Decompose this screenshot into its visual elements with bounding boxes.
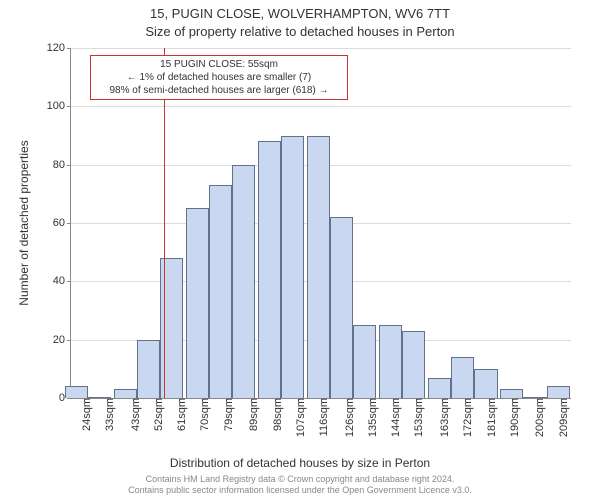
- y-tick-mark: [67, 223, 71, 224]
- chart-title-main: 15, PUGIN CLOSE, WOLVERHAMPTON, WV6 7TT: [0, 6, 600, 21]
- x-tick-label: 89sqm: [242, 398, 260, 431]
- histogram-bar: [65, 386, 88, 398]
- x-tick-label: 33sqm: [98, 398, 116, 431]
- histogram-bar: [330, 217, 353, 398]
- x-tick-label: 163sqm: [433, 398, 451, 437]
- y-tick-mark: [67, 48, 71, 49]
- x-tick-label: 153sqm: [407, 398, 425, 437]
- histogram-bar: [474, 369, 497, 398]
- histogram-bar: [281, 136, 304, 399]
- x-tick-label: 172sqm: [456, 398, 474, 437]
- y-tick-mark: [67, 106, 71, 107]
- chart-root: 15, PUGIN CLOSE, WOLVERHAMPTON, WV6 7TT …: [0, 0, 600, 500]
- histogram-bar: [547, 386, 570, 398]
- histogram-bar: [209, 185, 232, 398]
- histogram-bar: [500, 389, 523, 398]
- histogram-bar: [353, 325, 376, 398]
- chart-title-sub: Size of property relative to detached ho…: [0, 24, 600, 39]
- x-tick-label: 107sqm: [289, 398, 307, 437]
- annotation-line: 15 PUGIN CLOSE: 55sqm: [95, 58, 343, 71]
- x-tick-label: 209sqm: [552, 398, 570, 437]
- histogram-bar: [232, 165, 255, 398]
- x-tick-label: 61sqm: [170, 398, 188, 431]
- x-tick-label: 70sqm: [193, 398, 211, 431]
- x-tick-label: 200sqm: [528, 398, 546, 437]
- x-tick-label: 24sqm: [75, 398, 93, 431]
- x-tick-label: 144sqm: [384, 398, 402, 437]
- histogram-bar: [114, 389, 137, 398]
- annotation-line: 98% of semi-detached houses are larger (…: [95, 84, 343, 97]
- x-tick-label: 98sqm: [266, 398, 284, 431]
- histogram-bar: [402, 331, 425, 398]
- histogram-bar: [379, 325, 402, 398]
- x-axis-label: Distribution of detached houses by size …: [0, 456, 600, 470]
- histogram-bar: [428, 378, 451, 398]
- y-tick-mark: [67, 165, 71, 166]
- annotation-line: ← 1% of detached houses are smaller (7): [95, 71, 343, 84]
- plot-area: 02040608010012024sqm33sqm43sqm52sqm61sqm…: [70, 48, 571, 399]
- y-tick-mark: [67, 398, 71, 399]
- grid-line: [71, 106, 571, 107]
- histogram-bar: [451, 357, 474, 398]
- footer: Contains HM Land Registry data © Crown c…: [0, 474, 600, 497]
- histogram-bar: [307, 136, 330, 399]
- y-axis-label: Number of detached properties: [17, 140, 31, 305]
- x-tick-label: 116sqm: [312, 398, 330, 436]
- annotation-box: 15 PUGIN CLOSE: 55sqm ← 1% of detached h…: [90, 55, 348, 100]
- histogram-bar: [186, 208, 209, 398]
- reference-line: [164, 48, 165, 398]
- y-tick-mark: [67, 340, 71, 341]
- histogram-bar: [258, 141, 281, 398]
- y-tick-mark: [67, 281, 71, 282]
- grid-line: [71, 48, 571, 49]
- x-tick-label: 181sqm: [480, 398, 498, 437]
- footer-line: Contains public sector information licen…: [0, 485, 600, 496]
- x-tick-label: 126sqm: [338, 398, 356, 437]
- x-tick-label: 43sqm: [124, 398, 142, 431]
- x-tick-label: 190sqm: [503, 398, 521, 437]
- x-tick-label: 52sqm: [147, 398, 165, 431]
- footer-line: Contains HM Land Registry data © Crown c…: [0, 474, 600, 485]
- x-tick-label: 135sqm: [361, 398, 379, 437]
- x-tick-label: 79sqm: [217, 398, 235, 431]
- histogram-bar: [137, 340, 160, 398]
